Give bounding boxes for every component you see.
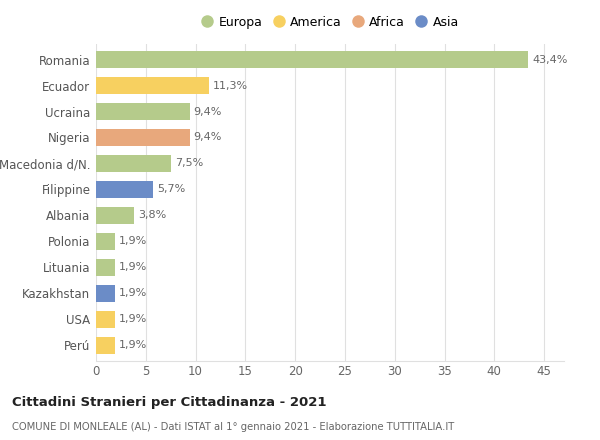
Bar (96, 77, 209, 94)
Bar (96, 181, 153, 198)
Text: 1,9%: 1,9% (119, 340, 147, 350)
Text: 9,4%: 9,4% (194, 106, 222, 117)
Text: 1,9%: 1,9% (119, 314, 147, 324)
Bar (96, 129, 190, 146)
Bar (96, 311, 115, 328)
Text: 1,9%: 1,9% (119, 262, 147, 272)
Bar (96, 103, 190, 120)
Text: Cittadini Stranieri per Cittadinanza - 2021: Cittadini Stranieri per Cittadinanza - 2… (12, 396, 326, 409)
Bar (96, 51, 528, 68)
Text: 1,9%: 1,9% (119, 288, 147, 298)
Bar (96, 155, 170, 172)
Text: 5,7%: 5,7% (157, 184, 185, 194)
Text: 7,5%: 7,5% (175, 158, 203, 169)
Text: 9,4%: 9,4% (194, 132, 222, 143)
Legend: Europa, America, Africa, Asia: Europa, America, Africa, Asia (197, 12, 463, 33)
Bar (96, 207, 134, 224)
Text: 3,8%: 3,8% (138, 210, 166, 220)
Text: COMUNE DI MONLEALE (AL) - Dati ISTAT al 1° gennaio 2021 - Elaborazione TUTTITALI: COMUNE DI MONLEALE (AL) - Dati ISTAT al … (12, 422, 454, 433)
Text: 11,3%: 11,3% (212, 81, 248, 91)
Bar (96, 233, 115, 250)
Bar (96, 337, 115, 354)
Text: 1,9%: 1,9% (119, 236, 147, 246)
Text: 43,4%: 43,4% (532, 55, 568, 65)
Bar (96, 285, 115, 302)
Bar (96, 259, 115, 276)
